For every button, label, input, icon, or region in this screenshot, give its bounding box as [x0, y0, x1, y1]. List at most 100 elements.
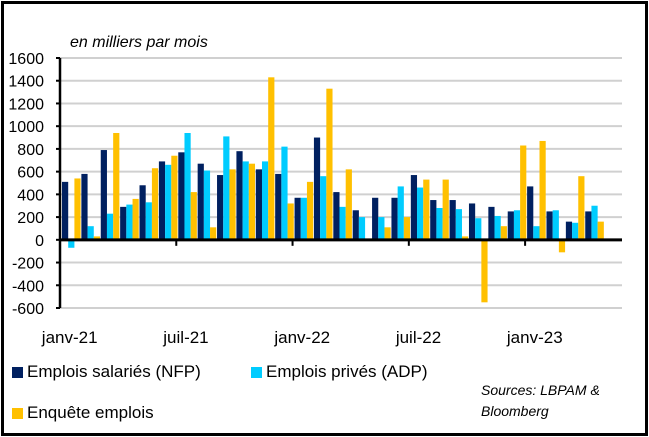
y-tick-label: 1600	[8, 51, 44, 68]
bar-2-juin-21	[171, 155, 178, 240]
bar-0-juin-22	[391, 197, 398, 240]
legend-swatch-nfp	[12, 366, 23, 378]
bar-0-juil-22	[410, 175, 418, 240]
bar-1-mai-22	[378, 217, 385, 240]
bar-0-janv-23	[527, 186, 534, 240]
x-tick-label: janv-23	[506, 328, 563, 347]
bar-0-févr-22	[313, 137, 321, 240]
bar-0-juin-21	[158, 161, 166, 240]
bar-1-juil-21	[184, 133, 191, 240]
bar-2-sept-21	[229, 169, 236, 240]
bar-1-mai-21	[145, 202, 152, 240]
bar-1-déc-21	[281, 146, 288, 240]
legend-item-enquete: Enquête emplois	[12, 403, 154, 423]
bar-0-avr-21	[120, 206, 127, 240]
y-tick-label: 1200	[8, 96, 44, 113]
bar-0-mai-21	[139, 185, 146, 240]
bar-2-août-21	[210, 227, 217, 240]
bar-1-mars-22	[339, 206, 346, 240]
bar-2-mai-21	[151, 168, 159, 240]
bar-2-nov-21	[268, 77, 275, 240]
bar-0-févr-23	[546, 211, 553, 240]
bar-0-mars-21	[100, 150, 107, 240]
bar-2-janv-22	[306, 181, 314, 240]
bar-1-oct-21	[242, 161, 249, 240]
bar-0-oct-21	[236, 151, 243, 240]
y-tick-label: 400	[17, 187, 44, 204]
bar-1-avr-21	[126, 204, 133, 240]
bar-1-août-22	[436, 208, 443, 240]
bar-2-mars-22	[345, 169, 352, 240]
bar-2-oct-22	[481, 239, 488, 303]
y-tick-label: 1000	[8, 119, 44, 136]
bar-2-janv-23	[539, 140, 546, 240]
bar-1-mars-23	[572, 222, 579, 240]
bar-2-févr-22	[326, 88, 333, 240]
bar-0-déc-21	[275, 173, 282, 240]
y-tick-label: -400	[12, 278, 44, 295]
legend-swatch-adp	[251, 366, 262, 378]
bar-2-déc-22	[520, 145, 527, 240]
legend-label-adp: Emplois privés (ADP)	[266, 362, 428, 381]
bar-1-sept-21	[223, 136, 230, 240]
bar-1-févr-22	[320, 176, 327, 240]
source-note: Sources: LBPAM & Bloomberg	[481, 382, 600, 419]
bar-2-oct-21	[248, 163, 256, 240]
bar-2-déc-21	[287, 203, 294, 240]
bar-0-mai-22	[372, 197, 379, 240]
bar-0-sept-21	[217, 175, 224, 240]
bar-0-janv-22	[294, 197, 301, 240]
y-tick-label: -200	[12, 256, 44, 273]
bar-0-oct-22	[468, 203, 476, 240]
bar-2-janv-21	[74, 178, 81, 240]
legend-label-enquete: Enquête emplois	[27, 403, 154, 422]
bar-0-mars-23	[565, 221, 573, 240]
bar-2-juin-22	[403, 217, 411, 240]
bar-0-avr-22	[352, 210, 359, 240]
bar-1-oct-22	[475, 218, 482, 240]
bar-1-déc-22	[513, 210, 521, 240]
bar-0-juil-21	[178, 152, 185, 240]
bar-2-févr-23	[558, 239, 566, 253]
bar-1-sept-22	[455, 209, 462, 240]
bar-1-janv-22	[300, 197, 307, 240]
bar-0-janv-21	[62, 181, 69, 240]
bar-0-nov-22	[488, 206, 495, 240]
bar-0-sept-22	[449, 200, 456, 240]
bar-2-juil-22	[423, 179, 430, 240]
x-tick-label: juil-21	[162, 328, 208, 347]
bar-1-août-21	[203, 170, 211, 240]
y-tick-label: 0	[35, 233, 44, 250]
bar-2-mars-23	[578, 176, 585, 240]
bar-1-févr-23	[552, 210, 559, 240]
bar-0-nov-21	[255, 169, 262, 240]
bar-1-févr-21	[87, 226, 94, 240]
bar-2-août-22	[442, 179, 449, 240]
x-tick-label: janv-21	[41, 328, 98, 347]
bar-2-nov-22	[500, 226, 507, 240]
y-tick-label: -600	[12, 301, 44, 318]
bar-2-mai-22	[384, 227, 391, 240]
legend-swatch-enquete	[12, 407, 23, 419]
bar-0-mars-22	[333, 192, 340, 240]
bar-1-janv-23	[533, 226, 540, 240]
bar-0-août-21	[197, 163, 204, 240]
legend-label-nfp: Emplois salariés (NFP)	[27, 362, 201, 381]
bar-1-janv-21	[68, 239, 75, 248]
unit-note: en milliers par mois	[70, 34, 208, 51]
bar-1-avr-23	[591, 205, 598, 240]
bar-2-mars-21	[113, 133, 120, 240]
legend-item-adp: Emplois privés (ADP)	[251, 362, 428, 382]
bar-0-déc-22	[507, 211, 514, 240]
bar-1-nov-21	[261, 161, 269, 240]
bar-2-avr-23	[597, 221, 604, 240]
bar-1-nov-22	[494, 215, 501, 240]
bar-1-juin-22	[397, 186, 404, 240]
bar-2-juil-21	[190, 192, 197, 240]
bar-0-août-22	[430, 200, 437, 240]
bar-0-avr-23	[585, 211, 592, 240]
bar-1-juil-22	[417, 187, 424, 240]
bar-0-févr-21	[81, 173, 88, 240]
bar-2-sept-22	[461, 236, 469, 240]
bar-1-juin-21	[165, 164, 172, 240]
